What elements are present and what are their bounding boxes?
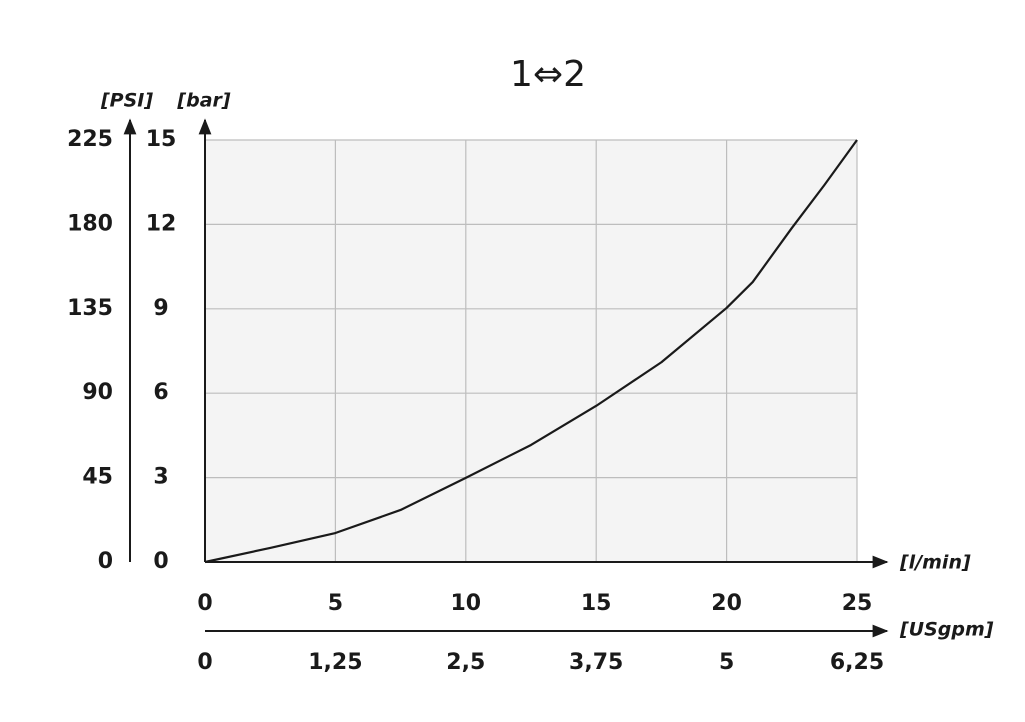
y-tick-label: 0 <box>153 549 168 574</box>
y-tick-label: 12 <box>146 211 177 236</box>
x2-tick-label: 6,25 <box>830 650 884 675</box>
x-tick-label: 20 <box>711 591 742 616</box>
x2-axis-label: [USgpm] <box>899 619 994 641</box>
plot-area <box>205 140 857 562</box>
y-tick-label: 9 <box>153 296 168 321</box>
x-tick-label: 10 <box>450 591 481 616</box>
y-axis-label: [bar] <box>176 90 230 112</box>
x-tick-label: 25 <box>842 591 873 616</box>
y-tick-label: 3 <box>153 465 168 490</box>
y2-tick-label: 135 <box>67 296 113 321</box>
y2-axis-label: [PSI] <box>100 90 153 112</box>
y2-tick-label: 180 <box>67 211 113 236</box>
y-tick-label: 6 <box>153 380 168 405</box>
y-tick-label: 15 <box>146 127 177 152</box>
data-line <box>204 139 858 564</box>
x2-tick-label: 3,75 <box>569 650 623 675</box>
x2-tick-label: 0 <box>197 650 212 675</box>
y2-tick-label: 0 <box>98 549 113 574</box>
x-tick-label: 15 <box>581 591 612 616</box>
x2-tick-label: 5 <box>719 650 734 675</box>
chart-title: 1⇔2 <box>510 54 586 95</box>
x2-tick-label: 2,5 <box>446 650 485 675</box>
x-tick-label: 5 <box>328 591 343 616</box>
x-axis-label: [l/min] <box>899 552 971 574</box>
y2-tick-label: 225 <box>67 127 113 152</box>
y2-tick-label: 45 <box>82 465 113 490</box>
y2-tick-label: 90 <box>82 380 113 405</box>
x-tick-label: 0 <box>197 591 212 616</box>
x2-tick-label: 1,25 <box>308 650 362 675</box>
